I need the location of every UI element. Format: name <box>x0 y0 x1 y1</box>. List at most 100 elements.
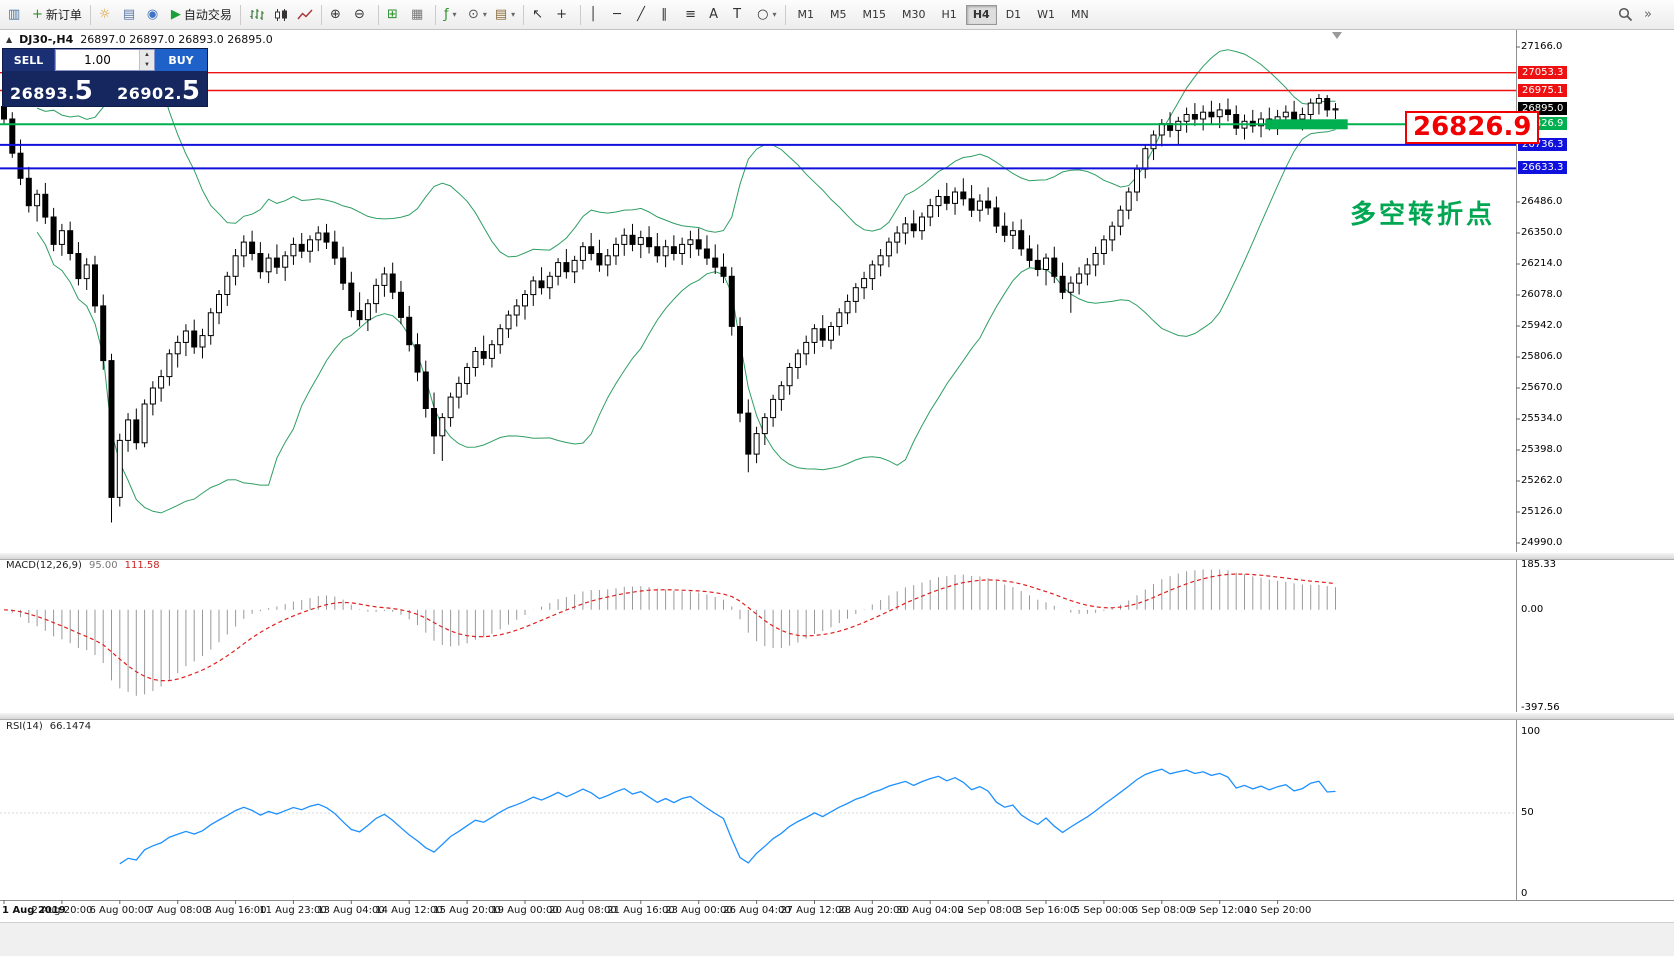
new-order-button[interactable]: + 新订单 <box>28 3 86 27</box>
time-axis-label: 30 Aug 04:00 <box>896 905 964 916</box>
toolbar-separator <box>523 4 525 25</box>
timeframe-m30[interactable]: M30 <box>895 5 933 25</box>
periods-icon[interactable]: ⊙ ▾ <box>464 3 491 27</box>
chevron-down-icon: ▾ <box>772 10 777 19</box>
price-tick-label: 25534.0 <box>1521 413 1563 424</box>
grid-icon[interactable]: ⊞ <box>383 3 407 27</box>
time-axis-label: 20 Aug 08:00 <box>549 905 617 916</box>
price-tick-label: 25942.0 <box>1521 320 1563 331</box>
label-icon[interactable]: T <box>729 3 753 27</box>
candles-chart-icon[interactable] <box>269 3 293 27</box>
buy-button[interactable]: BUY <box>155 49 207 71</box>
timeframe-d1[interactable]: D1 <box>999 5 1028 25</box>
line-chart-icon[interactable] <box>293 3 317 27</box>
scroll-to-end-icon[interactable] <box>1332 32 1342 39</box>
annotation-text: 多空转折点 <box>1350 200 1496 230</box>
trendline-icon[interactable]: ╱ <box>633 3 657 27</box>
macd-tick-label: 0.00 <box>1521 604 1544 615</box>
price-tick-label: 25398.0 <box>1521 444 1563 455</box>
timeframe-m5[interactable]: M5 <box>823 5 854 25</box>
timeframe-m15[interactable]: M15 <box>856 5 894 25</box>
time-axis-label: 15 Aug 20:00 <box>433 905 501 916</box>
rsi-tick-label: 100 <box>1521 726 1541 737</box>
news-icon[interactable]: ◉ <box>143 3 167 27</box>
timeframe-h1[interactable]: H1 <box>935 5 964 25</box>
price-callout: 26826.9 <box>1405 111 1540 144</box>
chevron-down-icon: ▾ <box>482 10 487 19</box>
time-axis-label: 5 Sep 00:00 <box>1073 905 1135 916</box>
zoom-in-icon[interactable]: ⊕ <box>326 3 350 27</box>
buy-price-pips: 5 <box>181 76 200 106</box>
toolbar-separator <box>784 4 786 25</box>
macd-tick-label: -397.56 <box>1521 702 1560 713</box>
indicators-icon[interactable]: ƒ ▾ <box>440 3 464 27</box>
timeframe-h4[interactable]: H4 <box>965 4 997 25</box>
sell-price-main: 26893. <box>10 84 75 103</box>
collapse-trade-panel-icon[interactable]: ▲ <box>6 35 13 44</box>
templates-icon[interactable]: ▤ ▾ <box>491 3 519 27</box>
vertical-line-icon[interactable]: │ <box>585 3 609 27</box>
time-axis-label: 21 Aug 16:00 <box>607 905 675 916</box>
horizontal-line-icon[interactable]: ─ <box>609 3 633 27</box>
autotrade-button[interactable]: ▶ 自动交易 <box>167 3 236 27</box>
toolbar-overflow-icon[interactable]: » <box>1640 3 1664 27</box>
price-tick-label: 26078.0 <box>1521 289 1563 300</box>
zoom-out-icon[interactable]: ⊖ <box>350 3 374 27</box>
time-axis-label: 9 Sep 12:00 <box>1189 905 1251 916</box>
cursor-icon[interactable]: ↖ <box>528 3 552 27</box>
macd-panel-resize-handle[interactable] <box>0 552 1674 560</box>
sell-price[interactable]: 26893.5 <box>10 78 93 104</box>
search-icon[interactable] <box>1614 3 1638 27</box>
chart-frame <box>0 30 1674 904</box>
time-axis-label: 14 Aug 12:00 <box>375 905 443 916</box>
macd-main-value: 95.00 <box>88 560 118 571</box>
macd-tick-label: 185.33 <box>1521 559 1556 570</box>
symbol-title: DJ30-,H4 <box>19 33 74 46</box>
price-tick-label: 26350.0 <box>1521 227 1563 238</box>
toolbar-groups: ▥ + 新订单 ☼ ▤ ◉ ▶ 自动交易 ⊕ ⊖ ⊞ ▦ ƒ ▾ ⊙ ▾ ▤ ▾ ↖ + │ ─ ╱ ∥ ≡ A T ○ ▾ <box>4 3 781 27</box>
new-chart-icon[interactable]: ▥ <box>4 3 28 27</box>
price-tick-label: 25262.0 <box>1521 475 1563 486</box>
level-lines <box>0 71 1516 170</box>
volume-up-button[interactable]: ▲ <box>140 50 154 60</box>
text-icon[interactable]: A <box>705 3 729 27</box>
symbol-header: ▲ DJ30-,H4 26897.0 26897.0 26893.0 26895… <box>6 33 273 46</box>
timeframe-mn[interactable]: MN <box>1064 5 1096 25</box>
rsi-panel-resize-handle[interactable] <box>0 712 1674 720</box>
time-axis-label: 11 Aug 23:00 <box>259 905 327 916</box>
volume-input[interactable] <box>56 50 139 70</box>
data-window-icon[interactable]: ▤ <box>119 3 143 27</box>
status-bar <box>0 922 1674 956</box>
bars-chart-icon[interactable] <box>245 3 269 27</box>
market-watch-icon[interactable]: ☼ <box>95 3 119 27</box>
volume-field: ▲ ▼ <box>55 49 155 71</box>
tile-windows-icon[interactable]: ▦ <box>407 3 431 27</box>
ohlc-readout: 26897.0 26897.0 26893.0 26895.0 <box>80 33 273 46</box>
buy-price-main: 26902. <box>117 84 182 103</box>
buy-price[interactable]: 26902.5 <box>117 78 200 104</box>
rsi-tick-label: 0 <box>1521 888 1528 899</box>
volume-down-button[interactable]: ▼ <box>140 60 154 70</box>
sell-button[interactable]: SELL <box>3 49 55 71</box>
rsi-name: RSI(14) <box>6 721 43 732</box>
time-axis-label: 8 Aug 16:00 <box>205 905 267 916</box>
price-tick-label: 27166.0 <box>1521 41 1563 52</box>
price-level-badge: 27053.3 <box>1518 66 1568 79</box>
macd-name: MACD(12,26,9) <box>6 560 82 571</box>
time-axis-label: 7 Aug 08:00 <box>147 905 209 916</box>
time-axis-label: 6 Sep 08:00 <box>1131 905 1193 916</box>
price-level-badge: 26975.1 <box>1518 84 1568 97</box>
toolbar-separator <box>89 4 91 25</box>
toolbar: ▥ + 新订单 ☼ ▤ ◉ ▶ 自动交易 ⊕ ⊖ ⊞ ▦ ƒ ▾ ⊙ ▾ ▤ ▾ ↖ + │ ─ ╱ ∥ ≡ A T ○ ▾ M1 M5 M… <box>0 0 1674 30</box>
price-tick-label: 25126.0 <box>1521 506 1563 517</box>
shapes-icon[interactable]: ○ ▾ <box>753 3 780 27</box>
time-axis-label: 10 Sep 20:00 <box>1244 905 1312 916</box>
timeframe-m1[interactable]: M1 <box>791 5 822 25</box>
crosshair-icon[interactable]: + <box>552 3 576 27</box>
timeframe-w1[interactable]: W1 <box>1030 5 1062 25</box>
channel-icon[interactable]: ∥ <box>657 3 681 27</box>
fibonacci-icon[interactable]: ≡ <box>681 3 705 27</box>
toolbar-separator <box>239 4 241 25</box>
